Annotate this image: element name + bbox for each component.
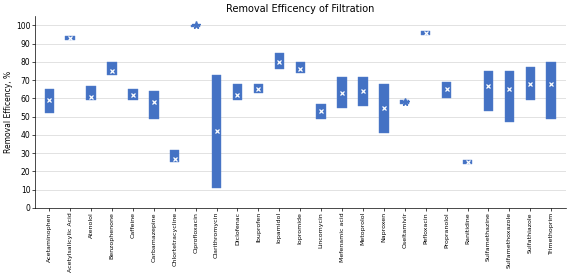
Bar	[149, 91, 158, 118]
Bar	[484, 71, 493, 111]
Bar	[316, 104, 326, 118]
Bar	[379, 84, 389, 133]
Bar	[44, 89, 54, 113]
Bar	[191, 25, 201, 27]
Bar	[547, 62, 556, 118]
Bar	[526, 67, 535, 100]
Bar	[463, 160, 472, 164]
Bar	[359, 76, 368, 106]
Bar	[170, 150, 180, 162]
Bar	[400, 100, 409, 104]
Bar	[295, 62, 305, 73]
Bar	[275, 53, 284, 69]
Bar	[212, 75, 221, 188]
Bar	[504, 71, 514, 122]
Bar	[442, 82, 451, 99]
Bar	[107, 62, 117, 75]
Bar	[337, 76, 347, 108]
Bar	[233, 84, 242, 100]
Bar	[66, 36, 75, 40]
Bar	[87, 86, 96, 100]
Title: Removal Efficency of Filtration: Removal Efficency of Filtration	[226, 4, 374, 14]
Y-axis label: Removal Efficency, %: Removal Efficency, %	[4, 71, 13, 153]
Bar	[254, 84, 263, 93]
Bar	[421, 31, 430, 34]
Bar	[128, 89, 137, 100]
